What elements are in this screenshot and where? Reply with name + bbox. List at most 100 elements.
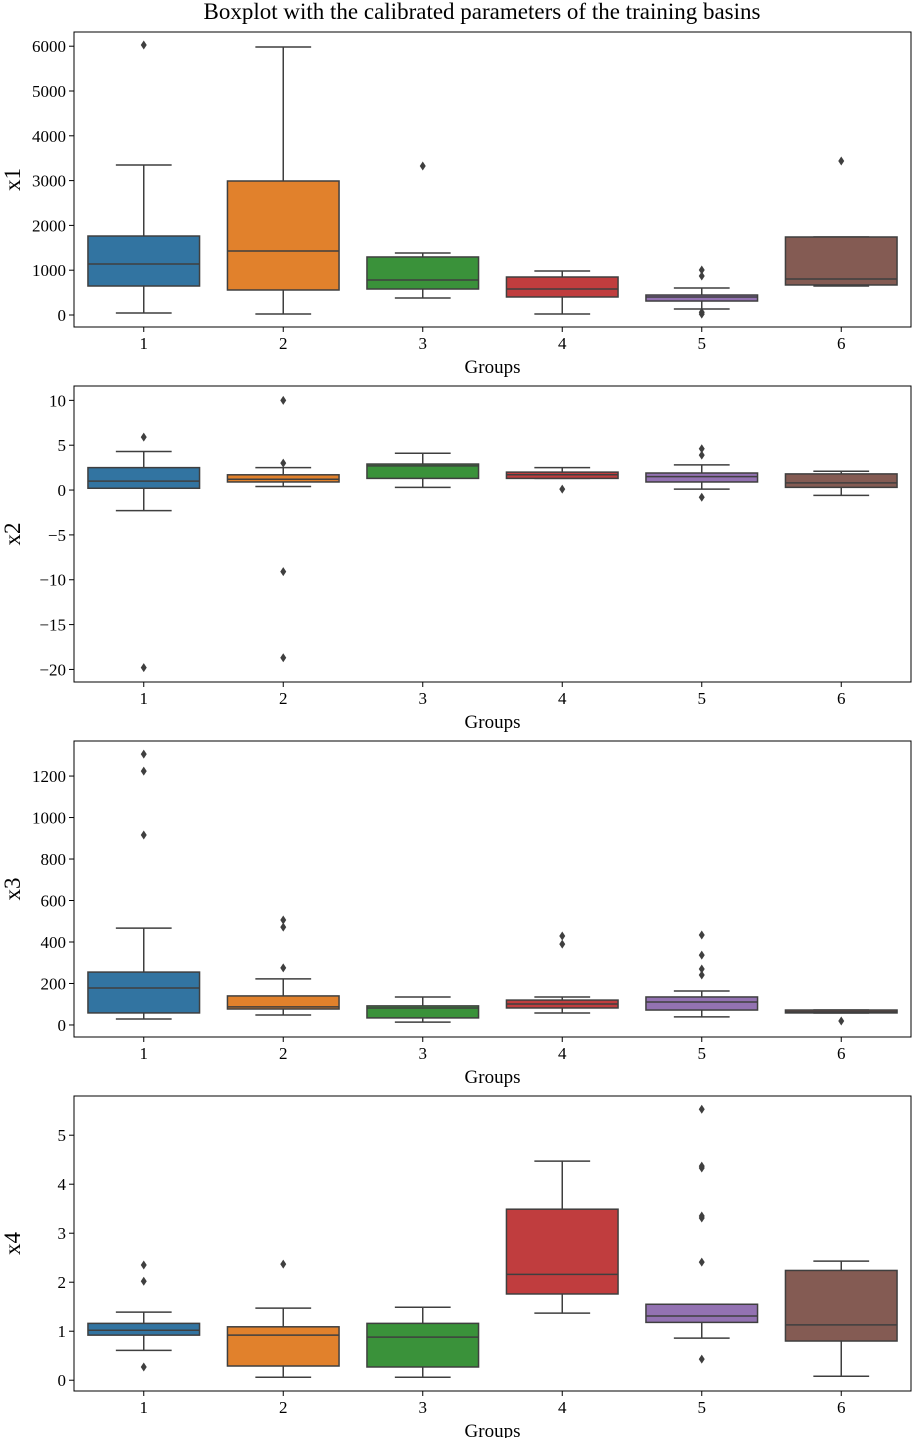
y-tick-label: 0 — [58, 481, 67, 500]
outlier-point — [698, 450, 705, 460]
box — [784, 236, 898, 286]
box — [784, 1269, 898, 1342]
box — [87, 1322, 201, 1336]
box-group-5 — [645, 444, 759, 502]
y-tick-label: 3 — [58, 1224, 67, 1243]
y-tick-label: 800 — [41, 850, 67, 869]
outlier-point — [140, 766, 147, 776]
y-tick-label: 5000 — [32, 82, 66, 101]
outlier-point — [140, 432, 147, 442]
x-tick-label: 5 — [698, 334, 707, 353]
box — [645, 1303, 759, 1324]
box — [226, 474, 340, 483]
outlier-point — [140, 40, 147, 50]
outlier-point — [559, 939, 566, 949]
outlier-point — [559, 484, 566, 494]
outlier-point — [698, 1257, 705, 1267]
box-group-4 — [505, 1160, 619, 1314]
y-tick-label: 0 — [58, 306, 67, 325]
y-tick-label: 600 — [41, 892, 67, 911]
y-axis-label: x4 — [0, 1232, 25, 1256]
box — [645, 472, 759, 483]
box-group-5 — [645, 1104, 759, 1364]
box — [226, 1326, 340, 1367]
box-group-6 — [784, 1009, 898, 1026]
box — [87, 235, 201, 287]
box-group-2 — [226, 915, 340, 1016]
outlier-point — [698, 492, 705, 502]
outlier-point — [280, 922, 287, 932]
box — [366, 256, 480, 290]
x-tick-label: 6 — [837, 689, 846, 708]
y-axis-label: x1 — [0, 168, 25, 191]
y-tick-label: −10 — [39, 571, 66, 590]
y-tick-label: −20 — [39, 660, 66, 679]
outlier-point — [559, 931, 566, 941]
box — [366, 1005, 480, 1019]
box-group-1 — [87, 432, 201, 673]
x-tick-label: 1 — [140, 334, 149, 353]
outlier-point — [140, 1276, 147, 1286]
subplot-x1: 0 1000 2000 3000 4000 5000 6000 1 2 3 4 5 6 Groups x1 — [0, 31, 912, 378]
y-tick-label: 5 — [58, 436, 67, 455]
outlier-point — [280, 915, 287, 925]
x-tick-label: 3 — [419, 689, 428, 708]
x-tick-label: 4 — [558, 1044, 567, 1063]
x-tick-label: 3 — [419, 1398, 428, 1417]
outlier-point — [140, 1362, 147, 1372]
outlier-point — [698, 964, 705, 974]
outlier-point — [838, 1016, 845, 1026]
outlier-point — [698, 1213, 705, 1223]
outlier-point — [698, 950, 705, 960]
chart-title: Boxplot with the calibrated parameters o… — [204, 0, 761, 24]
outlier-point — [698, 970, 705, 980]
plot-frame — [73, 740, 912, 1038]
y-tick-label: 4000 — [32, 127, 66, 146]
box-group-3 — [366, 452, 480, 489]
box-group-1 — [87, 1260, 201, 1372]
box — [645, 996, 759, 1011]
box-group-3 — [366, 1306, 480, 1379]
outlier-point — [140, 830, 147, 840]
box — [87, 971, 201, 1014]
box-group-2 — [226, 395, 340, 663]
x-tick-label: 4 — [558, 334, 567, 353]
y-tick-label: 400 — [41, 933, 67, 952]
box-group-4 — [505, 931, 619, 1014]
x-tick-label: 4 — [558, 689, 567, 708]
outlier-point — [280, 1259, 287, 1269]
x-tick-label: 2 — [279, 1398, 288, 1417]
outlier-point — [698, 1354, 705, 1364]
box — [645, 294, 759, 302]
x-tick-label: 4 — [558, 1398, 567, 1417]
y-tick-label: 0 — [58, 1371, 67, 1390]
x-tick-label: 6 — [837, 1398, 846, 1417]
y-tick-label: 5 — [58, 1126, 67, 1145]
box — [366, 463, 480, 480]
box — [505, 1208, 619, 1295]
box-group-2 — [226, 46, 340, 315]
box-group-3 — [366, 161, 480, 299]
subplot-x4: 0 1 2 3 4 5 1 2 3 4 5 6 Groups x4 — [0, 1095, 912, 1438]
box-group-5 — [645, 930, 759, 1018]
outlier-point — [698, 265, 705, 275]
y-tick-label: 4 — [58, 1175, 67, 1194]
outlier-point — [698, 930, 705, 940]
outlier-point — [698, 271, 705, 281]
box — [366, 1322, 480, 1368]
x-axis-label: Groups — [465, 357, 521, 378]
outlier-point — [280, 458, 287, 468]
y-tick-label: −15 — [39, 616, 66, 635]
x-tick-label: 5 — [698, 1398, 707, 1417]
y-tick-label: 6000 — [32, 37, 66, 56]
box — [505, 276, 619, 298]
box — [87, 466, 201, 490]
x-tick-label: 5 — [698, 689, 707, 708]
y-tick-label: 1000 — [32, 809, 66, 828]
box-group-6 — [784, 470, 898, 497]
box-group-4 — [505, 270, 619, 315]
box — [226, 180, 340, 291]
y-tick-label: 2000 — [32, 216, 66, 235]
y-tick-label: 1000 — [32, 261, 66, 280]
